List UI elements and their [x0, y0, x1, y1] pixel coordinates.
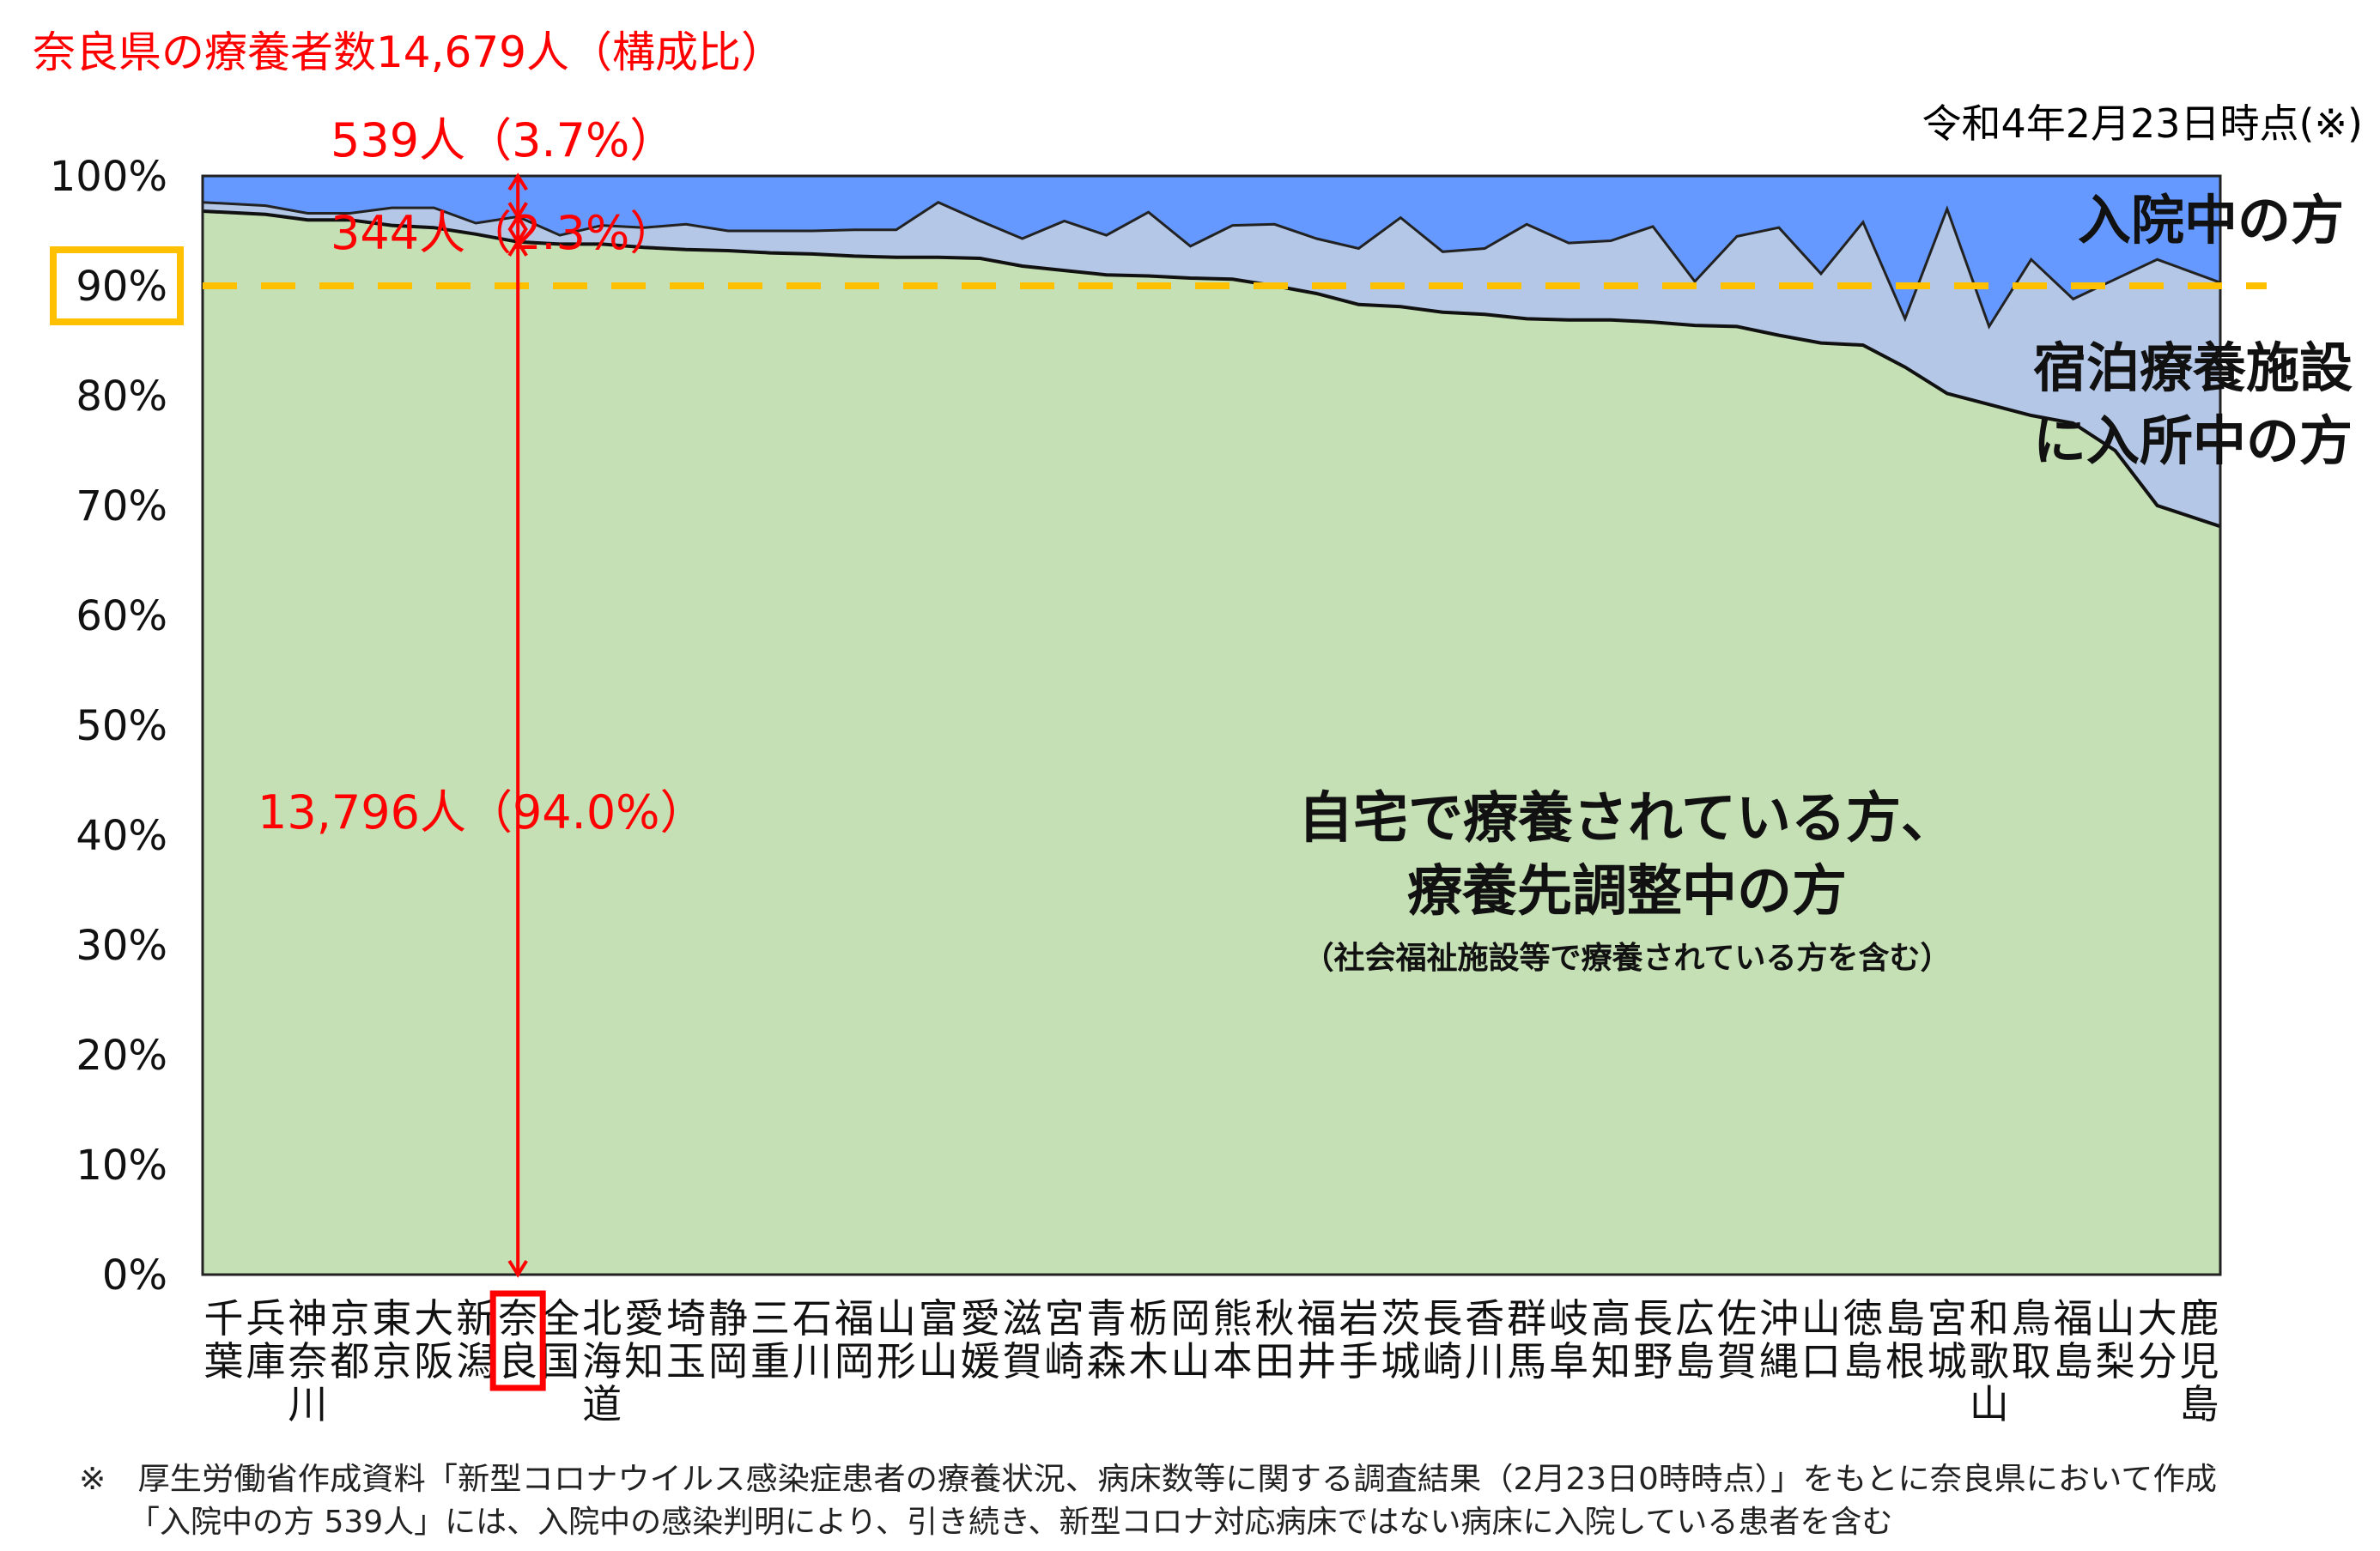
- label-home-note: （社会福祉施設等で療養されている方を含む）: [1303, 941, 1952, 976]
- x-tick-label: 全国: [540, 1295, 580, 1384]
- x-tick-label: 徳島: [1843, 1295, 1883, 1384]
- label-hospital: 入院中の方: [2078, 189, 2344, 251]
- x-tick-label: 青森: [1087, 1295, 1126, 1384]
- x-tick-label: 長野: [1633, 1295, 1673, 1384]
- annotation-hospital: 539人（3.7%）: [331, 113, 676, 167]
- y-tick-label: 20%: [76, 1032, 167, 1080]
- x-tick-label: 兵庫: [246, 1295, 285, 1384]
- y-tick-label: 10%: [76, 1142, 167, 1190]
- x-tick-label: 富山: [919, 1295, 958, 1384]
- x-tick-label: 石川: [792, 1295, 832, 1384]
- x-tick-label: 佐賀: [1717, 1295, 1757, 1384]
- x-tick-label: 埼玉: [666, 1295, 706, 1384]
- facility-top-line: [202, 200, 2221, 330]
- x-tick-label: 愛知: [624, 1295, 664, 1384]
- plot-border: [201, 174, 2222, 1276]
- x-tick-label: 秋田: [1254, 1295, 1294, 1384]
- label-home-2: 療養先調整中の方: [1407, 860, 1847, 924]
- highlight-box-nara: [489, 1290, 546, 1391]
- area-home: [203, 211, 2220, 1275]
- chart-title: 奈良県の療養者数14,679人（構成比）: [33, 27, 784, 77]
- y-tick-label: 90%: [76, 263, 167, 311]
- footnote-line1: ※ 厚生労働省作成資料「新型コロナウイルス感染症患者の療養状況、病床数等に関する…: [79, 1462, 2217, 1497]
- y-tick-label: 40%: [76, 812, 167, 860]
- label-facility-1: 宿泊療養施設: [2033, 336, 2353, 399]
- x-tick-label: 京都: [330, 1295, 369, 1384]
- label-facility-2: に入所中の方: [2033, 409, 2353, 472]
- x-tick-label: 愛媛: [961, 1295, 1000, 1384]
- x-tick-label: 新潟: [456, 1295, 495, 1384]
- x-tick-label: 山形: [877, 1295, 916, 1384]
- plot-area: [201, 174, 2267, 1276]
- x-tick-label: 静岡: [708, 1295, 748, 1384]
- y-tick-label: 0%: [102, 1251, 167, 1300]
- x-tick-label: 島根: [1885, 1295, 1925, 1384]
- y-tick-label: 80%: [76, 373, 167, 421]
- x-tick-label: 熊本: [1212, 1295, 1252, 1384]
- annotation-facility: 344人（2.3%）: [331, 206, 676, 260]
- y-axis: 0% 10% 20% 30% 40% 50% 60% 70% 80% 90% 100%: [50, 153, 167, 1300]
- nara-annotation-arrows: [507, 173, 528, 1278]
- arrow-hospital-head-top: [507, 173, 528, 191]
- x-tick-label: 高知: [1591, 1295, 1630, 1384]
- x-tick-label: 香川: [1465, 1295, 1504, 1384]
- y-tick-label: 30%: [76, 922, 167, 970]
- x-tick-label: 宮崎: [1045, 1295, 1084, 1384]
- x-tick-label: 岐阜: [1549, 1295, 1588, 1384]
- x-tick-label: 大阪: [414, 1295, 453, 1384]
- x-tick-label: 栃木: [1129, 1295, 1169, 1384]
- label-home-1: 自宅で療養されている方、: [1298, 787, 1956, 851]
- x-tick-label: 宮城: [1928, 1295, 1967, 1384]
- x-tick-label: 神奈川: [288, 1295, 327, 1427]
- x-tick-label: 大分: [2138, 1295, 2177, 1384]
- y-tick-label: 50%: [76, 702, 167, 750]
- x-tick-label: 広島: [1675, 1295, 1715, 1384]
- x-tick-label: 千葉: [203, 1295, 243, 1384]
- x-tick-label: 岡山: [1171, 1295, 1211, 1384]
- x-tick-label: 茨城: [1381, 1295, 1420, 1384]
- x-tick-label: 和歌山: [1970, 1295, 2009, 1427]
- x-tick-label: 滋賀: [1003, 1295, 1042, 1384]
- x-tick-label: 北海道: [582, 1295, 622, 1427]
- x-tick-label: 福岡: [835, 1295, 874, 1384]
- x-tick-label: 沖縄: [1759, 1295, 1799, 1384]
- annotation-home: 13,796人（94.0%）: [258, 785, 707, 839]
- x-tick-label: 鳥取: [2012, 1295, 2051, 1384]
- home-top-line: [202, 209, 2221, 529]
- highlight-box-90: [50, 246, 184, 325]
- x-tick-label: 鹿児島: [2180, 1295, 2219, 1427]
- x-tick-label: 長崎: [1423, 1295, 1462, 1384]
- x-tick-label: 福島: [2054, 1295, 2093, 1384]
- x-tick-label: 三重: [750, 1295, 790, 1384]
- x-tick-label: 岩手: [1339, 1295, 1378, 1384]
- x-tick-label: 奈良: [498, 1295, 537, 1384]
- x-tick-label: 群馬: [1507, 1295, 1546, 1384]
- x-axis: 千葉兵庫神奈川京都東京大阪新潟奈良全国北海道愛知埼玉静岡三重石川福岡山形富山愛媛…: [203, 1295, 2219, 1427]
- date-note: 令和4年2月23日時点(※): [1922, 100, 2363, 147]
- arrow-home-head-bottom: [507, 1259, 528, 1278]
- footnote-line2: 「入院中の方 539人」には、入院中の感染判明により、引き続き、新型コロナ対応病…: [129, 1505, 1892, 1540]
- arrow-home-head-top: [507, 239, 528, 257]
- y-tick-label: 100%: [50, 153, 167, 201]
- x-tick-label: 東京: [372, 1295, 411, 1384]
- arrow-facility-head-top: [507, 213, 528, 232]
- y-tick-label: 70%: [76, 482, 167, 530]
- x-tick-label: 山梨: [2096, 1295, 2135, 1384]
- x-tick-label: 福井: [1296, 1295, 1336, 1384]
- x-tick-label: 山口: [1801, 1295, 1841, 1384]
- y-tick-label: 60%: [76, 592, 167, 640]
